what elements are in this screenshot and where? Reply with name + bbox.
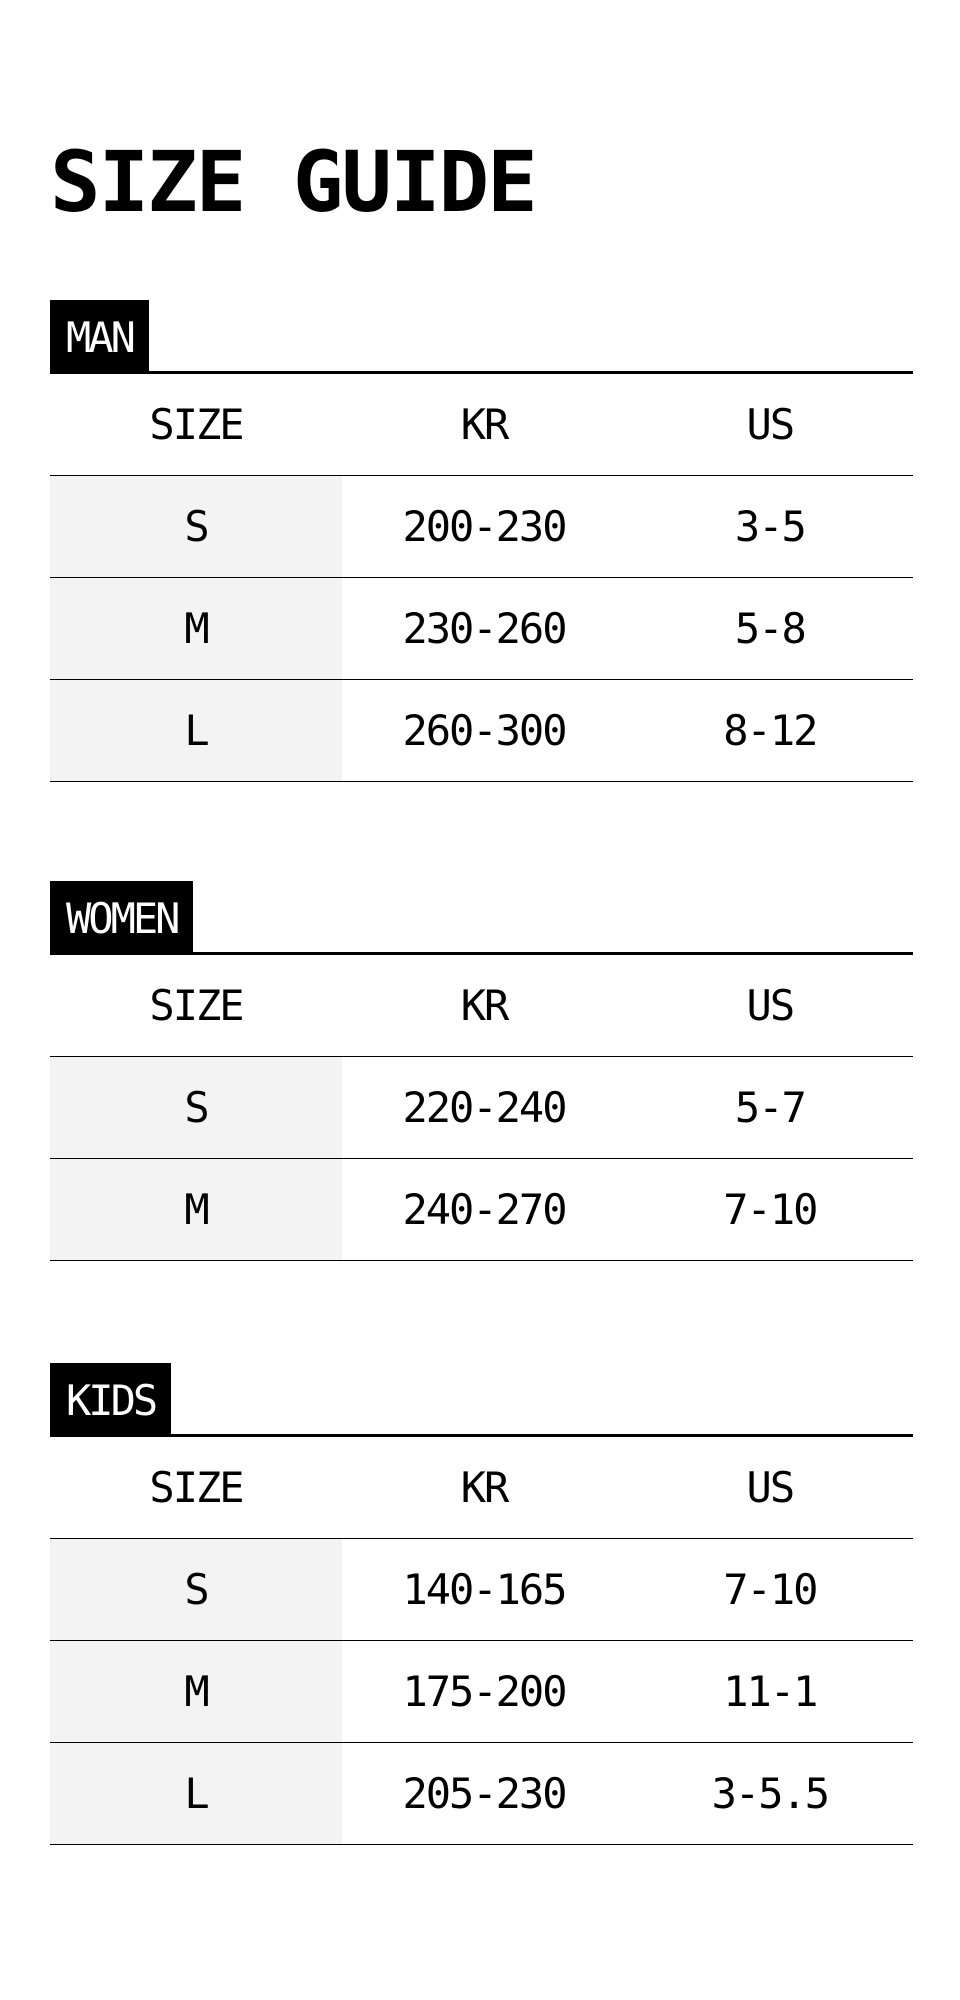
table-cell: S bbox=[50, 1057, 342, 1158]
table-row: M 175-200 11-1 bbox=[50, 1641, 913, 1743]
table-cell: M bbox=[50, 1159, 342, 1260]
table-row: L 205-230 3-5.5 bbox=[50, 1743, 913, 1845]
table-cell: 220-240 bbox=[402, 1083, 567, 1132]
table-header: SIZE KR US bbox=[50, 374, 913, 476]
table-header: SIZE KR US bbox=[50, 1437, 913, 1539]
page-title: SIZE GUIDE bbox=[50, 133, 538, 231]
section-label: WOMEN bbox=[50, 881, 194, 954]
table-row: M 230-260 5-8 bbox=[50, 578, 913, 680]
column-header: US bbox=[746, 981, 796, 1030]
table-cell: 3-5 bbox=[734, 502, 807, 551]
table-row: S 220-240 5-7 bbox=[50, 1057, 913, 1159]
table-cell: 240-270 bbox=[402, 1185, 567, 1234]
table-cell: L bbox=[50, 680, 342, 781]
table-cell: 5-8 bbox=[734, 604, 807, 653]
column-header: KR bbox=[460, 1463, 510, 1512]
column-header: SIZE bbox=[149, 1463, 244, 1512]
table-cell: M bbox=[50, 578, 342, 679]
table-cell: 230-260 bbox=[402, 604, 567, 653]
table-header: SIZE KR US bbox=[50, 955, 913, 1057]
table-row: S 200-230 3-5 bbox=[50, 476, 913, 578]
table-cell: M bbox=[50, 1641, 342, 1742]
table-cell: 175-200 bbox=[402, 1667, 567, 1716]
size-table-man: MAN SIZE KR US S 200-230 3-5 M 230-260 5-8 L 260-30… bbox=[50, 300, 913, 782]
table-cell: 140-165 bbox=[402, 1565, 567, 1614]
table-row: L 260-300 8-12 bbox=[50, 680, 913, 782]
table-cell: 200-230 bbox=[402, 502, 567, 551]
column-header: US bbox=[746, 1463, 796, 1512]
table-row: S 140-165 7-10 bbox=[50, 1539, 913, 1641]
table-cell: S bbox=[50, 476, 342, 577]
table-cell: L bbox=[50, 1743, 342, 1844]
column-header: US bbox=[746, 400, 796, 449]
column-header: SIZE bbox=[149, 400, 244, 449]
table-cell: 3-5.5 bbox=[711, 1769, 830, 1818]
column-header: KR bbox=[460, 400, 510, 449]
table-cell: S bbox=[50, 1539, 342, 1640]
size-table-women: WOMEN SIZE KR US S 220-240 5-7 M 240-270 7-10 bbox=[50, 881, 913, 1261]
table-cell: 8-12 bbox=[723, 706, 818, 755]
size-table-kids: KIDS SIZE KR US S 140-165 7-10 M 175-200 11-1 L 205… bbox=[50, 1363, 913, 1845]
table-cell: 205-230 bbox=[402, 1769, 567, 1818]
table-cell: 7-10 bbox=[723, 1565, 818, 1614]
section-divider bbox=[50, 1434, 913, 1437]
table-cell: 260-300 bbox=[402, 706, 567, 755]
column-header: SIZE bbox=[149, 981, 244, 1030]
column-header: KR bbox=[460, 981, 510, 1030]
section-label: MAN bbox=[50, 300, 149, 373]
section-divider bbox=[50, 371, 913, 374]
section-divider bbox=[50, 952, 913, 955]
table-row: M 240-270 7-10 bbox=[50, 1159, 913, 1261]
table-cell: 11-1 bbox=[723, 1667, 818, 1716]
table-cell: 5-7 bbox=[734, 1083, 807, 1132]
table-cell: 7-10 bbox=[723, 1185, 818, 1234]
section-label: KIDS bbox=[50, 1363, 172, 1436]
